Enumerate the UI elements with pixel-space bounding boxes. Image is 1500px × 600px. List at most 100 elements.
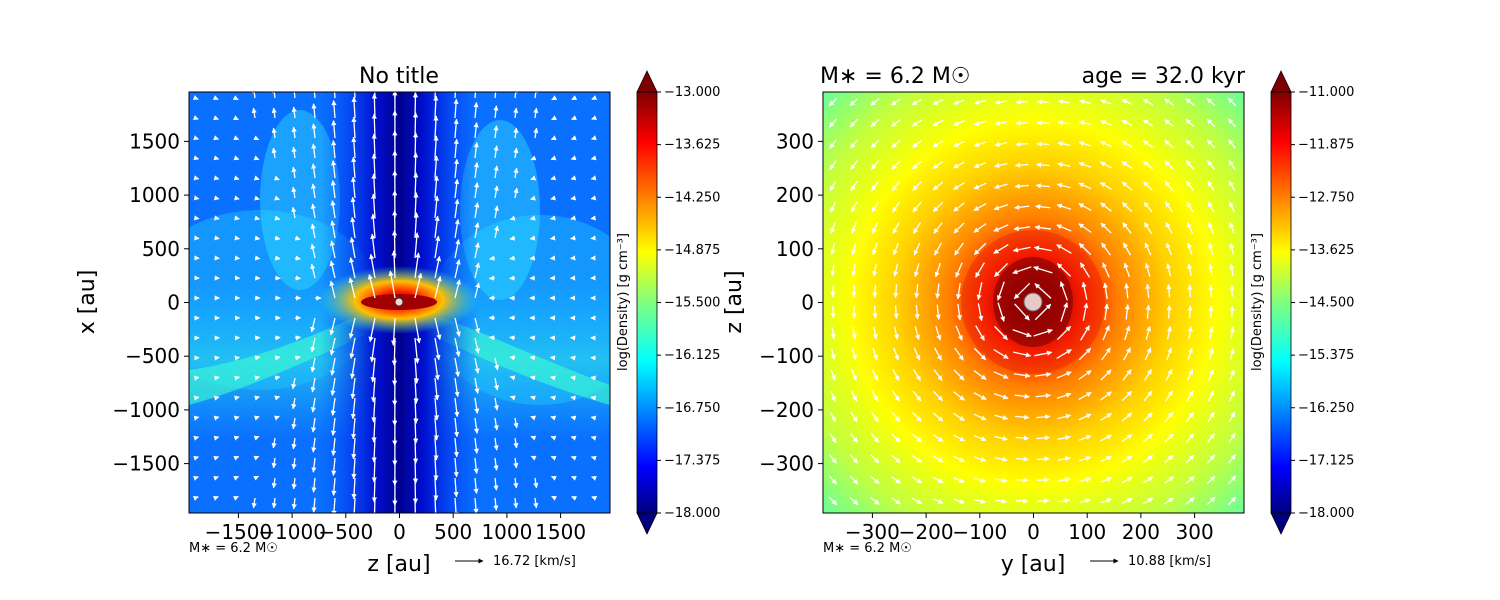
left-velocity-arrow [473, 101, 479, 119]
left-velocity-arrow [533, 92, 539, 99]
left-velocity-arrow [193, 395, 200, 401]
left-velocity-arrow [591, 475, 597, 481]
left-velocity-arrow [530, 155, 537, 161]
left-velocity-arrow [570, 395, 577, 401]
right-velocity-arrow [955, 325, 963, 341]
left-velocity-arrow [474, 337, 480, 354]
right-velocity-arrow [935, 283, 941, 299]
left-velocity-arrow [454, 198, 460, 219]
left-velocity-arrow [274, 375, 281, 381]
right-velocity-arrow [870, 118, 880, 128]
left-velocity-arrow [370, 233, 376, 259]
left-velocity-arrow [294, 355, 301, 361]
left-velocity-arrow [274, 395, 281, 401]
left-velocity-arrow [193, 475, 199, 481]
right-velocity-arrow [914, 305, 920, 320]
right-velocity-arrow [973, 413, 987, 421]
left-velocity-arrow [433, 397, 440, 421]
left-velocity-arrow [434, 497, 437, 513]
right-velocity-arrow [1229, 305, 1235, 318]
right-velocity-arrow [891, 119, 901, 127]
right-velocity-arrow [932, 119, 944, 127]
right-velocity-arrow [870, 98, 880, 106]
right-velocity-arrow [1185, 475, 1195, 485]
left-velocity-arrow [254, 375, 261, 381]
left-velocity-arrow [212, 496, 219, 501]
left-velocity-arrow [271, 477, 277, 489]
left-velocity-arrow [253, 175, 260, 181]
left-velocity-arrow [214, 235, 220, 241]
left-velocity-arrow [348, 317, 356, 339]
left-velocity-arrow [454, 218, 460, 239]
left-x-label: z [au] [367, 552, 430, 577]
right-velocity-arrow [911, 140, 923, 148]
right-velocity-arrow [851, 369, 857, 381]
right-y-tick-label: 0 [801, 291, 814, 315]
right-x-label: y [au] [1001, 552, 1066, 577]
right-velocity-arrow [994, 141, 1008, 147]
left-scale-label: 16.72 [km/s] [493, 554, 576, 569]
left-velocity-arrow [413, 357, 420, 384]
right-velocity-arrow [1142, 119, 1154, 127]
right-velocity-arrow [1208, 242, 1214, 255]
right-velocity-arrow [911, 98, 923, 106]
right-velocity-arrow [1227, 118, 1237, 128]
right-velocity-arrow [850, 201, 858, 213]
right-velocity-arrow [914, 326, 921, 341]
left-velocity-arrow [493, 397, 499, 411]
left-velocity-arrow [551, 475, 557, 481]
right-velocity-arrow [1166, 347, 1173, 361]
right-velocity-arrow [953, 99, 965, 105]
left-velocity-arrow [351, 437, 357, 460]
right-velocity-arrow [1206, 496, 1216, 506]
left-velocity-arrow [513, 167, 519, 179]
left-colorbar-tick-label: −16.125 [664, 348, 720, 363]
right-velocity-arrow [1056, 392, 1072, 399]
right-velocity-arrow [994, 162, 1008, 168]
right-velocity-arrow [1014, 204, 1030, 210]
left-velocity-arrow [474, 397, 480, 414]
left-velocity-arrow [313, 92, 316, 99]
left-velocity-arrow [233, 435, 240, 441]
right-velocity-arrow [976, 282, 983, 301]
left-velocity-arrow [271, 92, 277, 99]
right-velocity-arrow [851, 327, 857, 340]
right-velocity-arrow [891, 497, 901, 505]
right-velocity-arrow [1057, 162, 1071, 168]
right-velocity-arrow [953, 202, 965, 212]
right-velocity-arrow [1165, 222, 1173, 234]
left-velocity-arrow [453, 477, 459, 498]
left-velocity-arrow [529, 235, 536, 241]
left-velocity-arrow [570, 435, 577, 441]
right-velocity-arrow [872, 348, 878, 361]
left-velocity-arrow [549, 255, 556, 261]
right-velocity-arrow [1144, 242, 1152, 256]
left-velocity-arrow [530, 395, 536, 401]
right-colorbar-tick-label: −11.875 [1298, 138, 1354, 153]
left-velocity-arrow [570, 155, 577, 161]
left-velocity-arrow [311, 497, 317, 513]
right-velocity-arrow [932, 140, 944, 148]
right-velocity-arrow [1185, 139, 1195, 149]
right-velocity-arrow [829, 411, 837, 423]
right-velocity-arrow [1035, 162, 1050, 168]
right-velocity-arrow [1080, 325, 1090, 341]
right-velocity-arrow [1014, 183, 1029, 189]
left-velocity-arrow [330, 397, 336, 416]
right-velocity-arrow [1208, 326, 1214, 339]
right-velocity-arrow [829, 433, 837, 443]
right-velocity-arrow [1229, 284, 1235, 297]
left-velocity-arrow [349, 257, 356, 279]
right-velocity-arrow [953, 222, 965, 234]
left-velocity-arrow [493, 417, 499, 431]
right-velocity-arrow [830, 327, 836, 340]
right-velocity-arrow [1056, 325, 1072, 341]
left-velocity-arrow [254, 195, 260, 201]
right-velocity-arrow [997, 302, 1006, 322]
right-velocity-arrow [870, 160, 880, 170]
left-x-tick-label: −500 [318, 520, 373, 544]
right-velocity-arrow [1207, 160, 1215, 170]
right-y-tick-label: −200 [759, 398, 814, 422]
left-velocity-arrow [310, 243, 316, 259]
left-velocity-arrow [550, 155, 557, 161]
